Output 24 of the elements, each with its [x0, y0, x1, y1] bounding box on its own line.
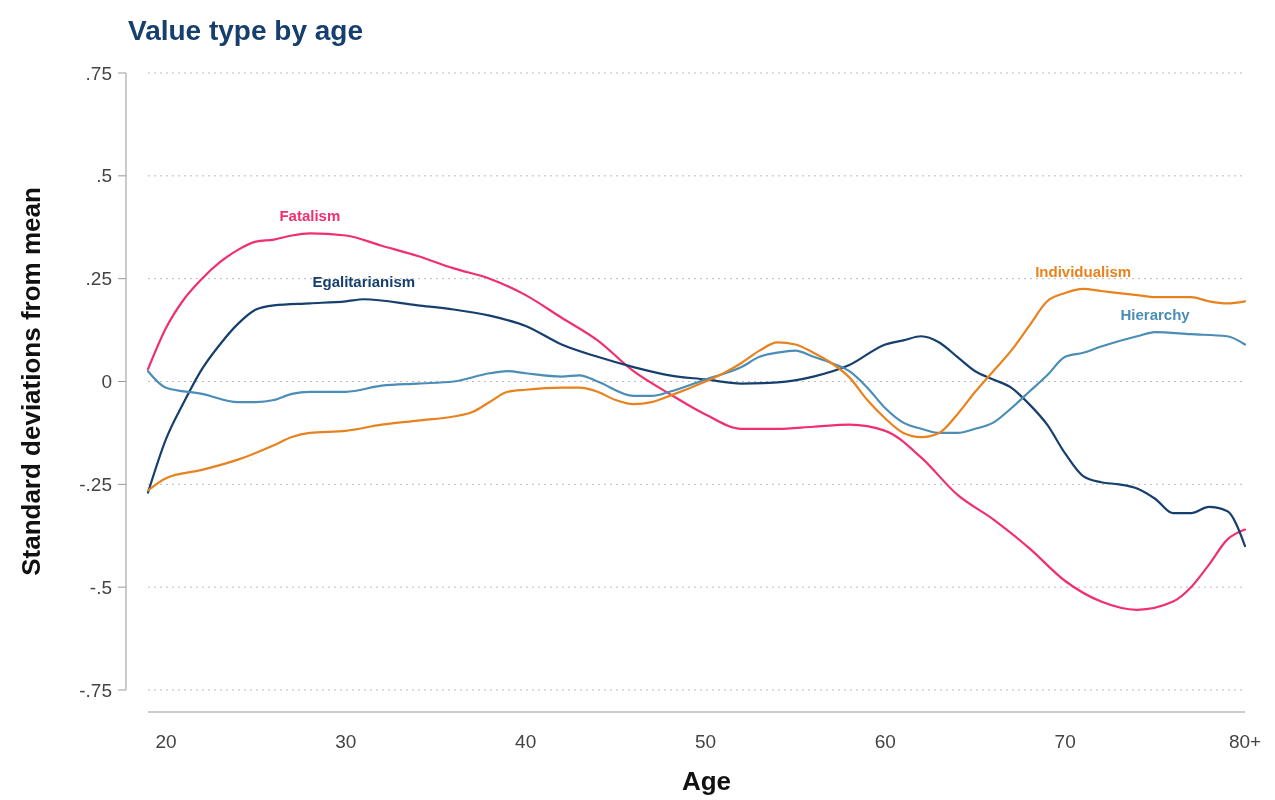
- y-tick-label: -.75: [79, 679, 112, 701]
- x-tick-label: 60: [874, 731, 896, 752]
- series-label: Egalitarianism: [312, 273, 416, 291]
- chart-title: Value type by age: [128, 15, 363, 46]
- x-axis-title: Age: [681, 766, 732, 796]
- x-tick-label: 40: [515, 731, 537, 752]
- y-tick-label: .5: [96, 165, 112, 187]
- x-tick-label: 80+: [1228, 731, 1262, 752]
- x-tick-label: 20: [155, 731, 177, 752]
- series-label: Individualism: [1035, 262, 1132, 280]
- series-label: Fatalism: [279, 207, 341, 225]
- y-tick-label: -.25: [79, 473, 112, 495]
- y-tick-label: -.5: [89, 576, 112, 598]
- line-series: [146, 298, 1247, 548]
- y-tick-label: .75: [85, 62, 112, 84]
- line-series: [146, 232, 1247, 611]
- x-tick-label: 50: [694, 731, 717, 752]
- y-tick-label: 0: [101, 371, 112, 393]
- x-tick-label: 70: [1054, 731, 1076, 752]
- y-tick-label: .25: [85, 268, 112, 290]
- x-tick-label: 30: [335, 731, 357, 752]
- y-axis-title: Standard deviations from mean: [16, 187, 46, 576]
- line-series: [146, 331, 1247, 435]
- series-label: Hierarchy: [1120, 306, 1191, 324]
